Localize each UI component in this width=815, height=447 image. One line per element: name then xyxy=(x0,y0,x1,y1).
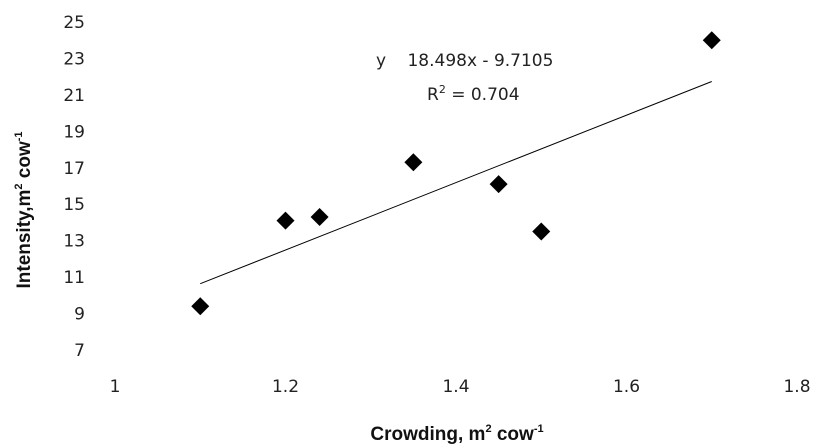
y-tick-label: 11 xyxy=(63,268,85,288)
y-axis-title: Intensity,m2 cow-1 xyxy=(13,131,35,288)
data-points xyxy=(191,31,721,316)
y-tick-label: 25 xyxy=(63,13,85,33)
x-tick-labels: 1 1.2 1.4 1.6 1.8 xyxy=(110,377,811,397)
data-point xyxy=(532,222,551,241)
x-tick-label: 1.4 xyxy=(442,377,469,397)
r-squared-label: R2 = 0.704 xyxy=(427,83,520,105)
y-tick-labels: 7 9 11 13 15 17 19 21 23 25 xyxy=(63,13,85,361)
y-tick-label: 15 xyxy=(63,195,85,215)
data-point xyxy=(191,297,210,316)
y-tick-label: 9 xyxy=(74,305,85,325)
equation-label: y 18.498x - 9.7105 xyxy=(376,51,553,71)
y-tick-label: 23 xyxy=(63,49,85,69)
y-tick-label: 17 xyxy=(63,159,85,179)
x-tick-label: 1 xyxy=(110,377,121,397)
data-point xyxy=(276,211,295,230)
data-point xyxy=(489,175,508,194)
y-tick-label: 13 xyxy=(63,232,85,252)
data-point xyxy=(310,207,329,226)
data-point xyxy=(702,31,721,50)
trendline-group xyxy=(200,81,712,285)
x-tick-label: 1.2 xyxy=(272,377,299,397)
data-point xyxy=(404,153,423,172)
x-tick-label: 1.8 xyxy=(783,377,810,397)
y-tick-label: 7 xyxy=(74,341,85,361)
x-tick-label: 1.6 xyxy=(613,377,640,397)
x-axis-title: Crowding, m2 cow-1 xyxy=(370,423,543,445)
trendline xyxy=(200,81,712,285)
y-tick-label: 19 xyxy=(63,122,85,142)
y-tick-label: 21 xyxy=(63,86,85,106)
